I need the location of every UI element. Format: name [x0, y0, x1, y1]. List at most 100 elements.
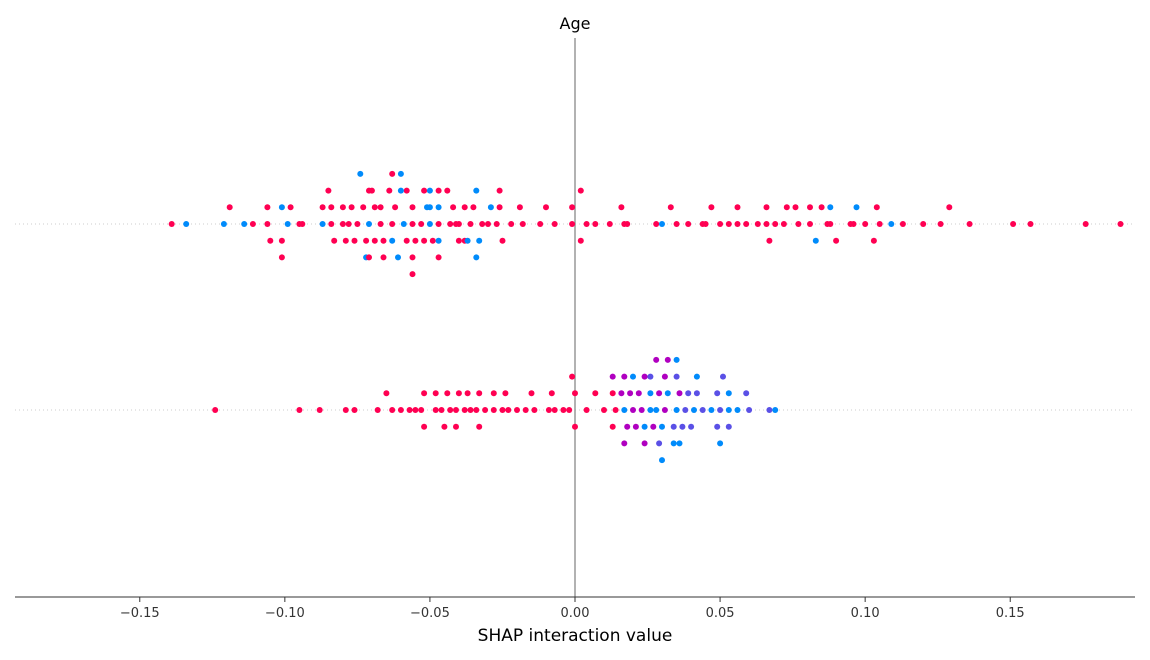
- scatter-point: [827, 221, 834, 227]
- scatter-point: [528, 390, 535, 397]
- scatter-point: [328, 221, 335, 227]
- scatter-point: [371, 237, 378, 244]
- scatter-point: [1082, 221, 1089, 227]
- scatter-point: [635, 390, 642, 397]
- scatter-point: [278, 237, 285, 244]
- scatter-point: [426, 187, 433, 194]
- scatter-point: [426, 221, 433, 227]
- scatter-point: [363, 237, 370, 244]
- scatter-point: [920, 221, 927, 227]
- scatter-point: [168, 221, 175, 227]
- scatter-point: [482, 407, 489, 413]
- scatter-point: [397, 170, 404, 177]
- scatter-point: [583, 407, 590, 413]
- scatter-point: [360, 204, 367, 211]
- scatter-point: [319, 221, 326, 227]
- scatter-point: [485, 221, 491, 227]
- scatter-point: [435, 187, 442, 194]
- scatter-point: [717, 407, 724, 413]
- scatter-point: [876, 221, 883, 227]
- scatter-point: [734, 204, 741, 211]
- scatter-point: [870, 237, 877, 244]
- scatter-point: [827, 204, 834, 211]
- scatter-point: [395, 254, 401, 261]
- scatter-point: [627, 390, 634, 397]
- scatter-point: [389, 407, 396, 413]
- scatter-point: [543, 204, 549, 211]
- scatter-point: [560, 407, 567, 413]
- scatter-point: [435, 204, 442, 211]
- scatter-point: [647, 407, 654, 413]
- x-tick-label: −0.15: [120, 606, 160, 621]
- scatter-point: [772, 221, 779, 227]
- scatter-point: [241, 221, 248, 227]
- panel-title: Age: [560, 14, 591, 33]
- scatter-point: [264, 204, 271, 211]
- scatter-point: [400, 221, 407, 227]
- scatter-point: [661, 373, 668, 380]
- scatter-point: [795, 221, 802, 227]
- scatter-point: [267, 237, 274, 244]
- scatter-point: [807, 221, 813, 227]
- scatter-point: [551, 407, 558, 413]
- scatter-point: [444, 390, 451, 397]
- scatter-point: [693, 390, 700, 397]
- scatter-point: [421, 390, 428, 397]
- x-tick-label: 0.15: [996, 606, 1025, 621]
- scatter-point: [743, 390, 750, 397]
- scatter-point: [717, 440, 724, 447]
- scatter-point: [937, 221, 944, 227]
- scatter-point: [659, 457, 665, 464]
- scatter-point: [519, 221, 526, 227]
- scatter-point: [670, 440, 677, 447]
- scatter-point: [435, 221, 442, 227]
- scatter-point: [792, 204, 799, 211]
- scatter-point: [531, 407, 538, 413]
- scatter-point: [220, 221, 227, 227]
- scatter-point: [264, 221, 271, 227]
- scatter-point: [386, 187, 393, 194]
- scatter-point: [476, 423, 483, 430]
- scatter-point: [328, 204, 335, 211]
- scatter-point: [342, 237, 349, 244]
- scatter-points: [168, 170, 1124, 464]
- scatter-point: [380, 254, 387, 261]
- scatter-point: [499, 407, 506, 413]
- scatter-point: [688, 423, 695, 430]
- scatter-point: [653, 356, 660, 363]
- scatter-point: [296, 407, 303, 413]
- scatter-point: [490, 407, 497, 413]
- scatter-point: [476, 237, 483, 244]
- scatter-point: [418, 221, 425, 227]
- scatter-point: [319, 204, 326, 211]
- scatter-point: [371, 204, 378, 211]
- scatter-point: [403, 187, 410, 194]
- scatter-point: [763, 204, 770, 211]
- scatter-point: [426, 204, 433, 211]
- scatter-point: [572, 390, 578, 397]
- scatter-point: [621, 373, 628, 380]
- scatter-point: [470, 204, 477, 211]
- scatter-point: [278, 204, 285, 211]
- scatter-point: [862, 221, 869, 227]
- scatter-point: [473, 407, 480, 413]
- scatter-point: [647, 390, 654, 397]
- scatter-point: [653, 221, 660, 227]
- scatter-point: [226, 204, 233, 211]
- scatter-point: [1117, 221, 1124, 227]
- scatter-point: [659, 423, 665, 430]
- scatter-point: [673, 221, 680, 227]
- scatter-point: [354, 221, 361, 227]
- scatter-point: [476, 390, 483, 397]
- scatter-point: [572, 423, 578, 430]
- scatter-point: [505, 407, 512, 413]
- scatter-point: [212, 407, 219, 413]
- scatter-point: [316, 407, 323, 413]
- scatter-point: [641, 373, 648, 380]
- scatter-point: [496, 187, 503, 194]
- scatter-point: [807, 204, 813, 211]
- x-tick-label: −0.05: [410, 606, 450, 621]
- scatter-point: [708, 204, 715, 211]
- scatter-point: [664, 390, 671, 397]
- scatter-point: [592, 390, 599, 397]
